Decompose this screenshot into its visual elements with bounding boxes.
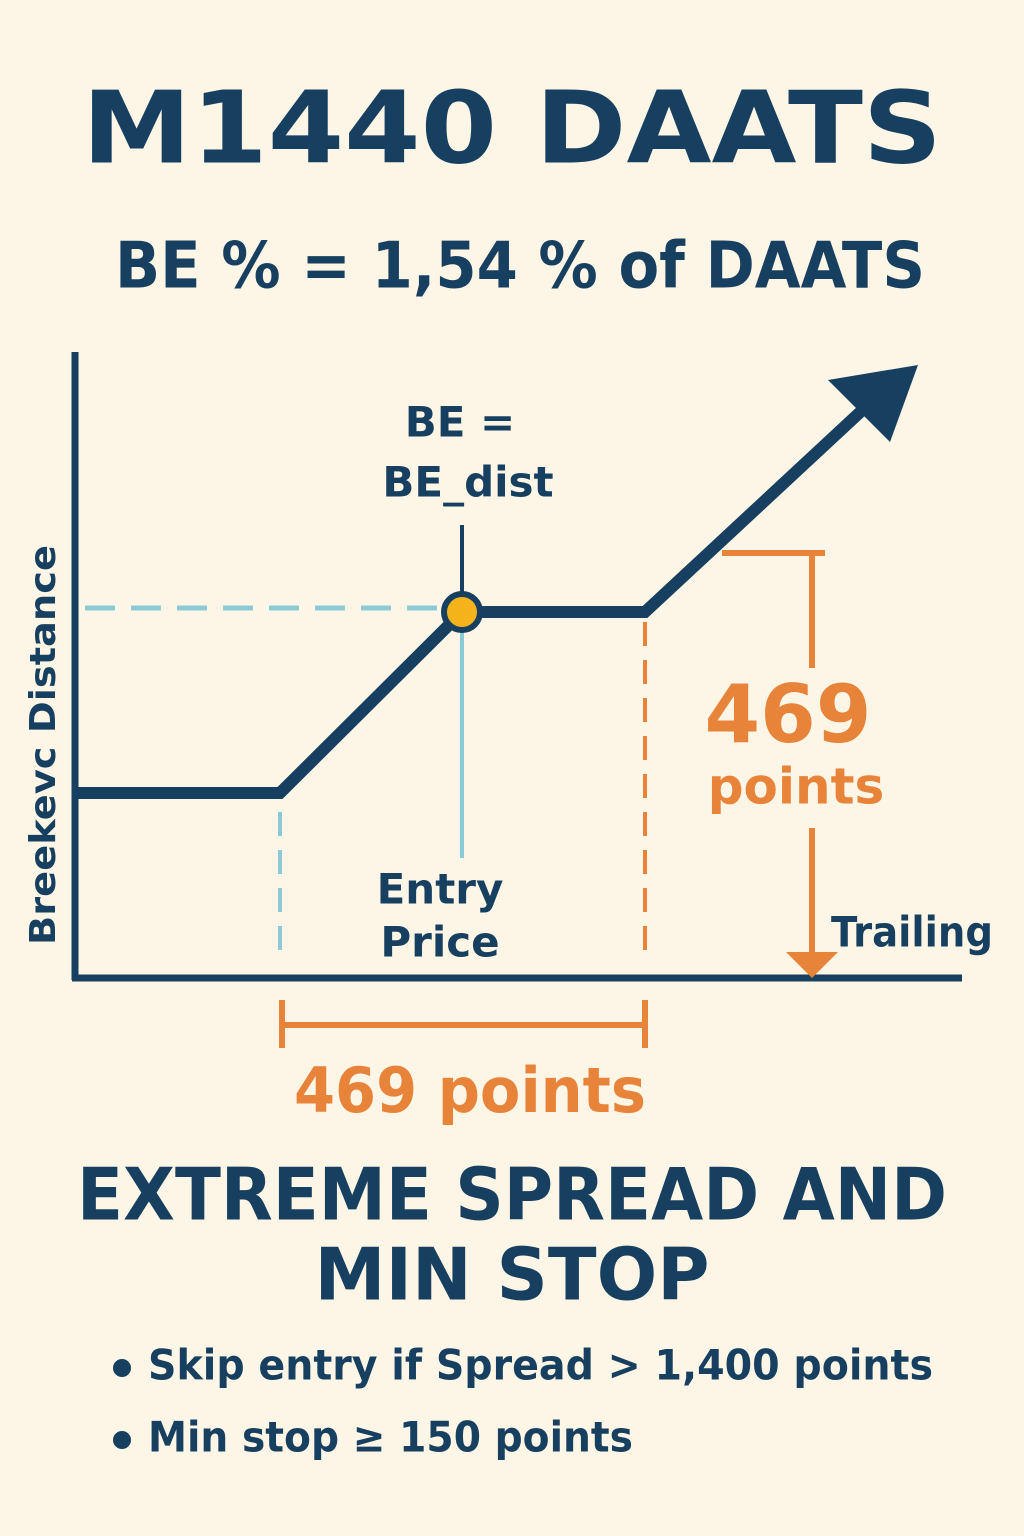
span-arrow <box>786 952 838 978</box>
diagram: Breekevc Distance BE = BE_dist Entry Pri… <box>23 352 993 1127</box>
bullet-text: Min stop ≥ 150 points <box>148 1413 633 1462</box>
y-axis-label: Breekevc Distance <box>23 545 64 945</box>
span-label: points <box>708 758 885 816</box>
entry-label: Price <box>380 918 499 967</box>
be-label: BE = <box>405 398 516 447</box>
be-label: BE_dist <box>382 458 553 507</box>
subtitle: BE % = 1,54 % of DAATS <box>115 230 925 304</box>
trailing-label: Trailing <box>831 908 993 957</box>
arrow-head <box>828 365 918 442</box>
bullet-dot <box>113 1359 131 1377</box>
span-label: 469 points <box>294 1054 646 1127</box>
bullet-text: Skip entry if Spread > 1,400 points <box>148 1341 933 1390</box>
section-heading: MIN STOP <box>315 1233 710 1317</box>
entry-label: Entry <box>377 865 504 914</box>
span-label: 469 <box>705 668 872 761</box>
be-point <box>441 591 483 633</box>
title: M1440 DAATS <box>82 69 942 186</box>
section-heading: EXTREME SPREAD AND <box>77 1153 947 1237</box>
bullet-dot <box>113 1431 131 1449</box>
